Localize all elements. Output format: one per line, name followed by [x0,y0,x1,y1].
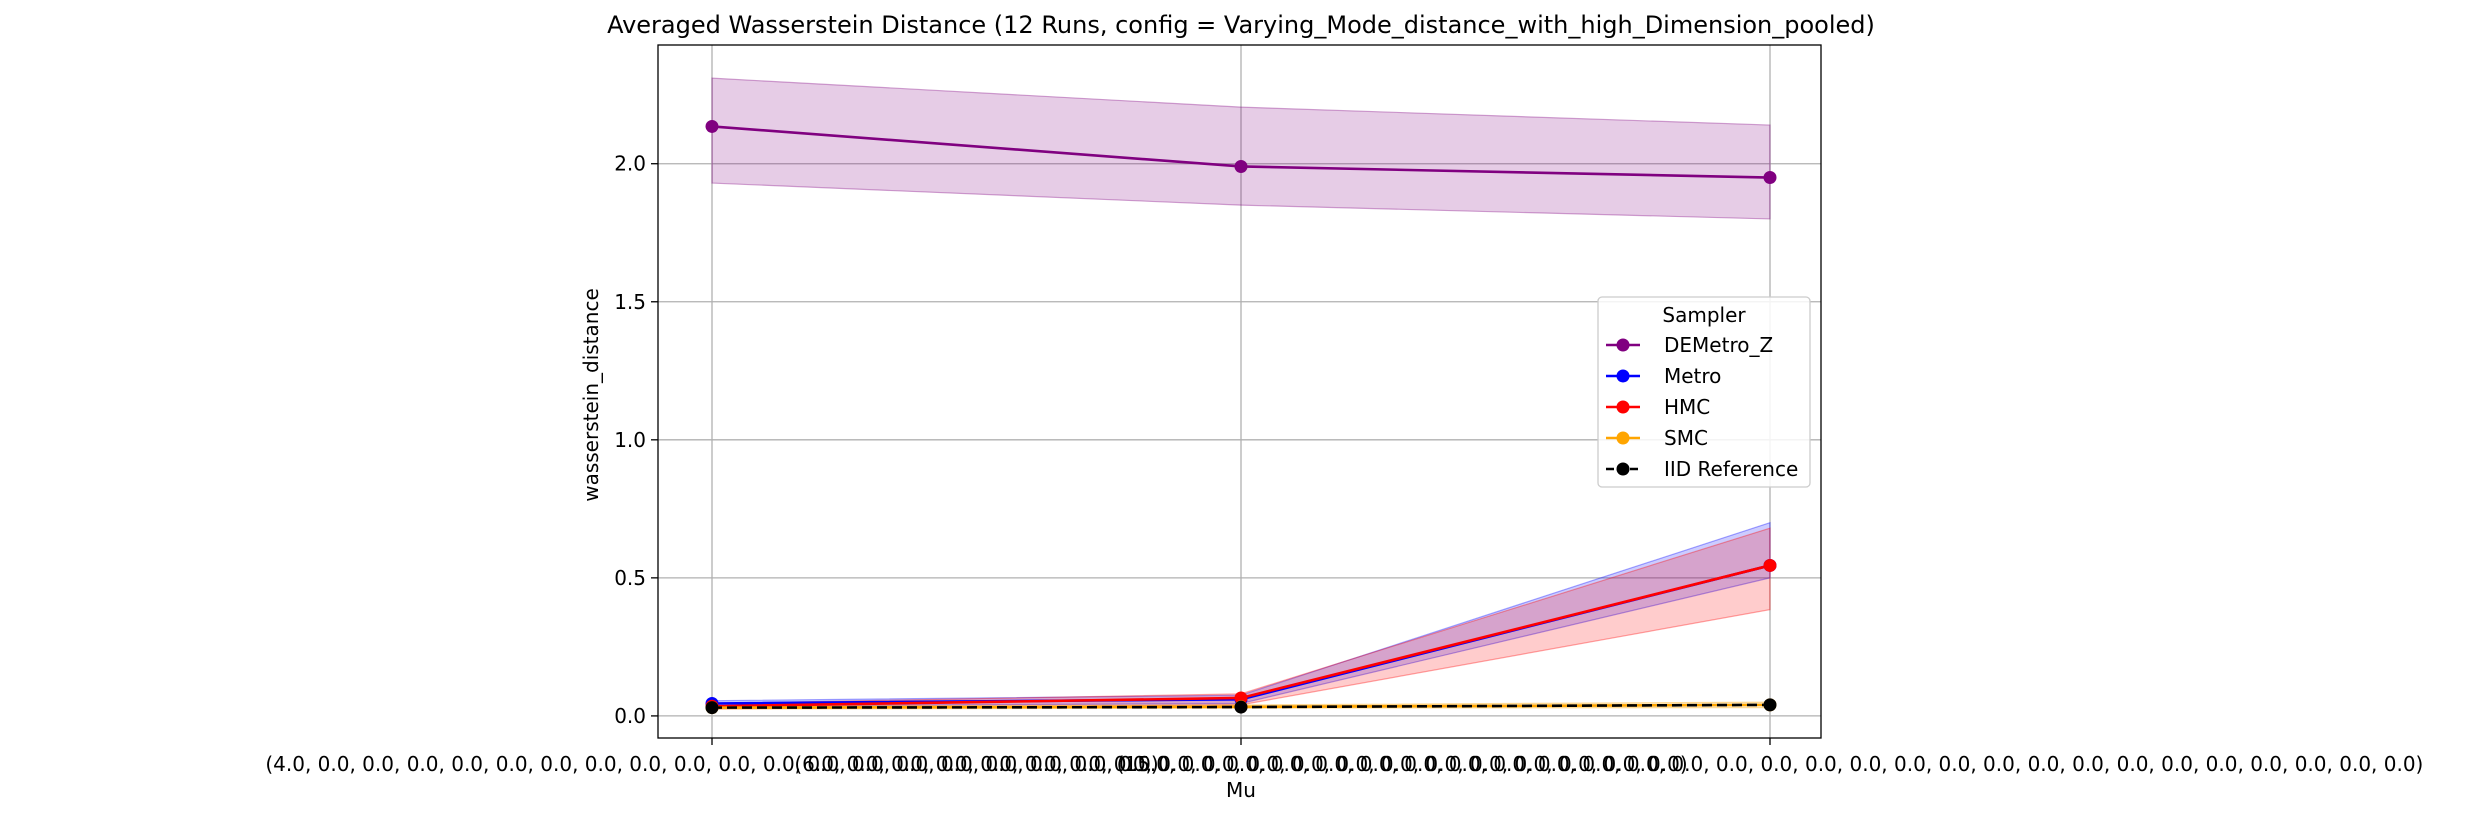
plot-area-frame [657,44,1822,739]
grid-lines [658,45,1821,738]
x-axis-label: Mu [1226,778,1256,802]
legend-label-metro: Metro [1664,364,1721,388]
y-tick-label: 1.5 [614,290,646,314]
point-iid-reference [705,701,719,715]
x-tick-label: (6.0, 0.0, 0.0, 0.0, 0.0, 0.0, 0.0, 0.0,… [794,752,1687,776]
legend-marker-iid-reference [1616,462,1630,476]
band-demetro-z [711,77,1771,220]
x-axis-ticks: (4.0, 0.0, 0.0, 0.0, 0.0, 0.0, 0.0, 0.0,… [265,738,2423,776]
legend-label-hmc: HMC [1664,395,1710,419]
chart-title: Averaged Wasserstein Distance (12 Runs, … [607,11,1875,39]
x-tick-label: (4.0, 0.0, 0.0, 0.0, 0.0, 0.0, 0.0, 0.0,… [265,752,1158,776]
point-demetro-z [1763,171,1777,185]
y-tick-label: 1.0 [614,428,646,452]
legend-box [1597,296,1811,488]
point-iid-reference [1234,700,1248,714]
point-hmc [1763,558,1777,572]
legend-label-demetro-z: DEMetro_Z [1664,333,1773,357]
y-axis-label: wasserstein_distance [579,288,603,502]
legend: Sampler DEMetro_Z Metro HMC SMC IID Referenc… [1597,296,1811,488]
y-tick-label: 0.0 [614,704,646,728]
legend-marker-smc [1616,431,1630,445]
legend-items: DEMetro_Z Metro HMC SMC IID Reference [1606,333,1798,481]
legend-marker-metro [1616,369,1630,383]
point-iid-reference [1763,698,1777,712]
y-tick-label: 0.5 [614,566,646,590]
legend-label-iid-reference: IID Reference [1664,457,1798,481]
legend-marker-hmc [1616,400,1630,414]
x-tick-label: (15.0, 0.0, 0.0, 0.0, 0.0, 0.0, 0.0, 0.0… [1117,752,2424,776]
series-points [705,119,1777,715]
legend-marker-demetro-z [1616,338,1630,352]
legend-title: Sampler [1662,303,1746,327]
legend-label-smc: SMC [1664,426,1708,450]
y-tick-label: 2.0 [614,152,646,176]
point-demetro-z [1234,159,1248,173]
point-demetro-z [705,119,719,133]
y-axis-ticks: 0.0 0.5 1.0 1.5 2.0 [614,152,658,728]
